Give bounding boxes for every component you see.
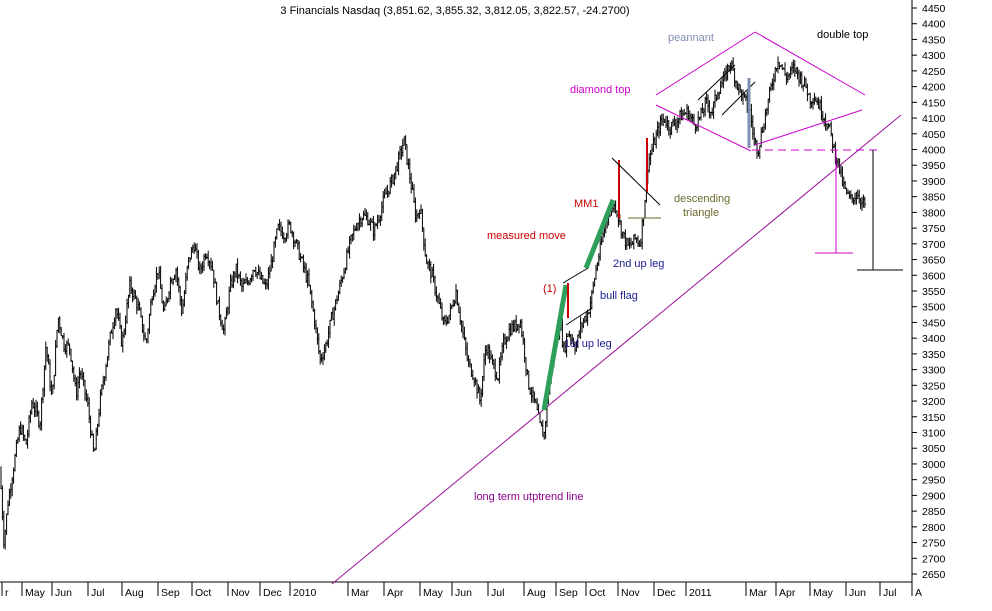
- y-tick-label: 3450: [922, 317, 946, 329]
- x-tick-label: Dec: [263, 587, 282, 599]
- annotation-triangle: triangle: [683, 207, 719, 219]
- y-tick-label: 3600: [922, 270, 946, 282]
- y-tick-label: 3150: [922, 412, 946, 424]
- annotation-first-leg: 1st up leg: [564, 338, 612, 350]
- y-tick-label: 4150: [922, 97, 946, 109]
- x-tick-label: Nov: [621, 587, 640, 599]
- descending-triangle-upper: [611, 157, 661, 206]
- y-tick-label: 4300: [922, 50, 946, 62]
- y-tick-label: 3800: [922, 207, 946, 219]
- y-tick-label: 3300: [922, 365, 946, 377]
- y-tick-label: 3100: [922, 428, 946, 440]
- y-tick-label: 4350: [922, 34, 946, 46]
- x-tick-label: Nov: [231, 587, 250, 599]
- x-tick-label: May: [25, 587, 46, 599]
- y-tick-label: 4400: [922, 19, 946, 31]
- y-tick-label: 3050: [922, 443, 946, 455]
- x-tick-label: Jun: [849, 587, 866, 599]
- y-tick-label: 3700: [922, 239, 946, 251]
- y-tick-label: 3950: [922, 160, 946, 172]
- x-tick-label: Aug: [125, 587, 144, 599]
- annotation-flag-num: (1): [543, 283, 556, 295]
- x-tick-label: Aug: [527, 587, 546, 599]
- x-tick-label: May: [813, 587, 834, 599]
- y-tick-label: 4100: [922, 113, 946, 125]
- y-tick-label: 2800: [922, 522, 946, 534]
- x-tick-label: Jul: [491, 587, 504, 599]
- x-tick-label: r: [5, 587, 9, 599]
- x-tick-label: Sep: [161, 587, 180, 599]
- y-tick-label: 3850: [922, 192, 946, 204]
- y-tick-label: 4000: [922, 145, 946, 157]
- y-tick-label: 2950: [922, 475, 946, 487]
- annotation-double-top: double top: [817, 29, 868, 41]
- annotation-bull-flag: bull flag: [600, 290, 638, 302]
- annotation-peannant: peannant: [668, 32, 714, 44]
- annotation-trendline: long term utptrend line: [474, 491, 583, 503]
- y-tick-label: 3550: [922, 286, 946, 298]
- diamond-top-left-lower: [655, 104, 752, 152]
- x-tick-label: Jun: [55, 587, 72, 599]
- pennant-upper: [697, 64, 736, 101]
- x-tick-label: May: [423, 587, 444, 599]
- x-tick-label: Apr: [779, 587, 796, 599]
- x-tick-label: Jul: [91, 587, 104, 599]
- y-tick-label: 3750: [922, 223, 946, 235]
- annotation-mm1: MM1: [574, 198, 598, 210]
- y-tick-label: 2850: [922, 506, 946, 518]
- diamond-top-right-lower: [754, 109, 863, 146]
- bull-flag-upper: [562, 267, 589, 284]
- y-tick-label: 4250: [922, 66, 946, 78]
- first-up-leg: [541, 284, 569, 411]
- x-tick-label: Oct: [589, 587, 605, 599]
- x-tick-label: A: [915, 587, 922, 599]
- diamond-top-left-upper: [655, 31, 756, 96]
- x-tick-label: 2010: [293, 587, 317, 599]
- x-tick-label: Dec: [657, 587, 676, 599]
- price-bars: [0, 56, 866, 550]
- x-tick-label: Mar: [351, 587, 370, 599]
- annotation-descending: descending: [674, 193, 730, 205]
- y-axis: 2650 2700 2750 2800 2850 2900 2950 3000 3050 3100…: [912, 3, 946, 581]
- y-tick-label: 3350: [922, 349, 946, 361]
- y-tick-label: 4200: [922, 82, 946, 94]
- x-tick-label: Oct: [195, 587, 211, 599]
- y-tick-label: 3000: [922, 459, 946, 471]
- x-tick-label: Apr: [387, 587, 404, 599]
- bull-flag-lower: [565, 307, 593, 326]
- y-tick-label: 3400: [922, 333, 946, 345]
- y-tick-label: 3200: [922, 396, 946, 408]
- x-tick-label: Jun: [455, 587, 472, 599]
- x-tick-label: Jul: [883, 587, 896, 599]
- y-tick-label: 3900: [922, 176, 946, 188]
- y-tick-label: 2650: [922, 569, 946, 581]
- y-tick-label: 3650: [922, 255, 946, 267]
- y-tick-label: 3250: [922, 380, 946, 392]
- x-tick-label: 2011: [689, 587, 712, 599]
- x-tick-label: Sep: [559, 587, 578, 599]
- chart-title: 3 Financials Nasdaq (3,851.62, 3,855.32,…: [280, 5, 629, 17]
- chart-annotations: peannant double top diamond top MM1 descendi…: [474, 29, 868, 503]
- chart-drawings: [331, 31, 903, 585]
- y-tick-label: 2700: [922, 553, 946, 565]
- second-up-leg: [583, 199, 616, 269]
- uptrend-line: [331, 114, 902, 585]
- y-tick-label: 2750: [922, 538, 946, 550]
- annotation-measured-move: measured move: [487, 230, 566, 242]
- y-tick-label: 2900: [922, 490, 946, 502]
- diamond-top-right-upper: [754, 31, 866, 96]
- x-axis: r May Jun Jul Aug Sep Oct Nov Dec 2010 Mar Apr May Ju…: [1, 582, 922, 599]
- annotation-diamond-top: diamond top: [570, 84, 631, 96]
- y-tick-label: 4050: [922, 129, 946, 141]
- y-tick-label: 4450: [922, 3, 946, 15]
- x-tick-label: Mar: [749, 587, 768, 599]
- annotation-second-leg: 2nd up leg: [613, 258, 664, 270]
- y-tick-label: 3500: [922, 302, 946, 314]
